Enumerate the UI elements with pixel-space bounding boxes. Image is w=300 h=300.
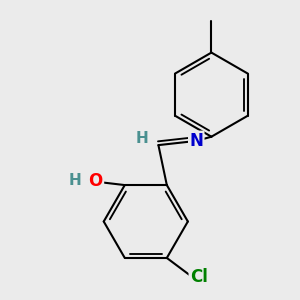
Text: O: O (88, 172, 103, 190)
Text: H: H (68, 173, 81, 188)
Text: N: N (189, 132, 203, 150)
Text: H: H (135, 131, 148, 146)
Text: Cl: Cl (190, 268, 208, 286)
